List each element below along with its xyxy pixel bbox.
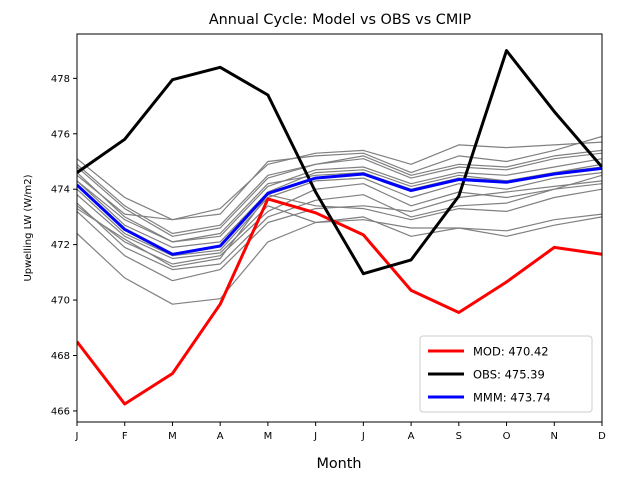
y-tick-label-474: 474	[51, 185, 70, 196]
y-tick-label-468: 468	[51, 351, 70, 362]
cmip-model-line-12	[77, 174, 602, 265]
legend-label-obs: OBS: 475.39	[473, 368, 545, 382]
y-axis-label: Upwelling LW (W/m2)	[23, 174, 34, 281]
x-tick-label-5: J	[313, 431, 317, 442]
cmip-model-line-1	[77, 152, 602, 237]
cmip-model-line-7	[77, 172, 602, 257]
cmip-model-line-11	[77, 216, 602, 305]
x-tick-label-3: A	[217, 431, 224, 442]
cmip-model-line-9	[77, 183, 602, 271]
x-tick-label-8: S	[456, 431, 462, 442]
axes-frame	[76, 33, 603, 423]
x-tick-label-1: F	[122, 431, 128, 442]
y-tick-label-478: 478	[51, 74, 70, 85]
y-tick-label-476: 476	[51, 129, 70, 140]
y-tick-label-472: 472	[51, 240, 70, 251]
cmip-model-line-3	[77, 149, 602, 235]
y-tick-label-470: 470	[51, 296, 70, 307]
x-tick-label-6: J	[361, 431, 365, 442]
x-tick-label-11: D	[598, 431, 606, 442]
legend-label-mmm: MMM: 473.74	[473, 391, 551, 405]
cmip-model-line-14	[77, 194, 602, 260]
plot-area: 466 468 470 472 474 476 478 J F M A M J J A S O N D MOD: 47…	[51, 33, 606, 442]
y-tick-label-466: 466	[51, 406, 70, 417]
series-line-mod	[77, 197, 602, 406]
chart-title: Annual Cycle: Model vs OBS vs CMIP	[209, 12, 472, 28]
series-line-mmm	[77, 166, 602, 256]
cmip-model-line-10	[77, 180, 602, 282]
legend-box	[419, 335, 593, 413]
cmip-model-line-4	[77, 141, 602, 221]
legend-label-mod: MOD: 470.42	[473, 345, 549, 359]
x-axis-label: Month	[316, 456, 361, 472]
x-tick-label-9: O	[503, 431, 511, 442]
x-tick-label-0: J	[75, 431, 79, 442]
series-line-obs	[77, 49, 602, 276]
series-group	[77, 49, 602, 406]
legend: MOD: 470.42 OBS: 475.39 MMM: 473.74	[419, 335, 593, 413]
x-tick-label-7: A	[408, 431, 415, 442]
x-tick-label-10: N	[551, 431, 558, 442]
cmip-model-line-5	[77, 135, 602, 221]
x-tick-label-4: M	[264, 431, 273, 442]
x-tick-label-2: M	[168, 431, 177, 442]
